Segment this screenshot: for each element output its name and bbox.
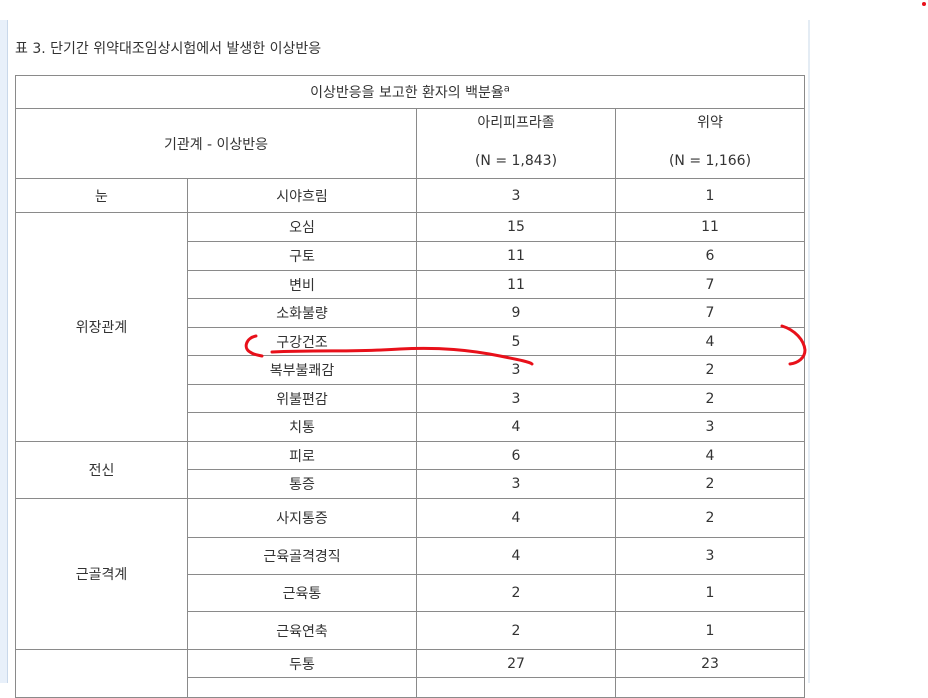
aripiprazole-value: 27	[416, 649, 616, 678]
table-row: 전신 피로 6 4	[15, 441, 805, 499]
table-caption: 표 3. 단기간 위약대조임상시험에서 발생한 이상반응	[15, 41, 322, 57]
aripiprazole-value: 4	[416, 537, 616, 575]
left-border	[0, 20, 8, 683]
aripiprazole-value: 6	[416, 441, 616, 470]
col1-n: (N = 1,843)	[474, 153, 558, 169]
event-cell	[187, 677, 417, 698]
table-row: 위장관계 오심 15 11	[15, 212, 805, 442]
placebo-value: 4	[615, 327, 805, 356]
aripiprazole-value: 3	[416, 384, 616, 413]
aripiprazole-value: 2	[416, 574, 616, 612]
red-dot-mark	[922, 2, 926, 6]
placebo-value	[615, 677, 805, 698]
col2-name: 위약	[697, 115, 723, 131]
event-cell: 복부불쾌감	[187, 355, 417, 385]
aripiprazole-value: 5	[416, 327, 616, 356]
event-cell: 시야흐림	[187, 178, 417, 213]
event-cell: 치통	[187, 412, 417, 442]
placebo-value: 3	[615, 537, 805, 575]
event-cell: 사지통증	[187, 498, 417, 538]
table-row: 두통 27 23	[15, 649, 805, 698]
event-cell: 구토	[187, 241, 417, 271]
col2-n: (N = 1,166)	[668, 153, 752, 169]
aripiprazole-value	[416, 677, 616, 698]
event-cell: 위불편감	[187, 384, 417, 413]
placebo-value: 2	[615, 498, 805, 538]
organ-system-cell: 근골격계	[15, 498, 188, 650]
table-row: 근육골격경직 4 3	[16, 537, 805, 575]
aripiprazole-value: 11	[416, 241, 616, 271]
row-label-header: 기관계 - 이상반응	[15, 108, 417, 179]
panel-edge	[808, 20, 810, 683]
aripiprazole-value: 2	[416, 611, 616, 650]
placebo-value: 6	[615, 241, 805, 271]
event-cell: 근육통	[187, 574, 417, 612]
event-cell: 근육골격경직	[187, 537, 417, 575]
aripiprazole-value: 3	[416, 469, 616, 499]
aripiprazole-value: 4	[416, 498, 616, 538]
placebo-value: 7	[615, 298, 805, 328]
table-row: 구토 11 6	[16, 241, 805, 271]
placebo-value: 7	[615, 270, 805, 299]
placebo-value: 3	[615, 412, 805, 442]
table-row: 근골격계 사지통증 4 2	[15, 498, 805, 650]
table-row: 근육통 2 1	[16, 574, 805, 612]
event-cell: 통증	[187, 469, 417, 499]
table-title: 이상반응을 보고한 환자의 백분율a	[15, 75, 805, 109]
placebo-value: 23	[615, 649, 805, 678]
organ-system-cell: 전신	[15, 441, 188, 499]
event-cell: 두통	[187, 649, 417, 678]
placebo-value: 2	[615, 355, 805, 385]
event-cell: 근육연축	[187, 611, 417, 650]
title-text: 이상반응을 보고한 환자의 백분율	[310, 85, 504, 101]
placebo-value: 2	[615, 384, 805, 413]
placebo-value: 1	[615, 611, 805, 650]
aripiprazole-value: 11	[416, 270, 616, 299]
aripiprazole-value: 15	[416, 212, 616, 242]
placebo-value: 1	[615, 574, 805, 612]
aripiprazole-value: 3	[416, 178, 616, 213]
col-aripiprazole-header: 아리피프라졸 (N = 1,843)	[416, 108, 616, 179]
aripiprazole-value: 9	[416, 298, 616, 328]
event-cell: 변비	[187, 270, 417, 299]
event-cell: 구강건조	[187, 327, 417, 356]
aripiprazole-value: 4	[416, 412, 616, 442]
table-row: 위불편감 3 2	[16, 384, 805, 413]
placebo-value: 4	[615, 441, 805, 470]
placebo-value: 1	[615, 178, 805, 213]
table-row: 치통 4 3	[16, 412, 805, 442]
footnote-marker: a	[503, 83, 510, 95]
col1-name: 아리피프라졸	[477, 115, 555, 131]
event-cell: 피로	[187, 441, 417, 470]
organ-system-cell: 위장관계	[15, 212, 188, 442]
placebo-value: 11	[615, 212, 805, 242]
event-cell: 오심	[187, 212, 417, 242]
table-row: 근육연축 2 1	[16, 611, 805, 650]
adverse-events-table: 이상반응을 보고한 환자의 백분율a 기관계 - 이상반응 아리피프라졸 (N …	[15, 75, 805, 698]
placebo-value: 2	[615, 469, 805, 499]
table-row: 통증 3 2	[16, 469, 805, 499]
col-placebo-header: 위약 (N = 1,166)	[615, 108, 805, 179]
organ-system-cell	[15, 649, 188, 698]
event-cell: 소화불량	[187, 298, 417, 328]
organ-system-cell: 눈	[15, 178, 188, 213]
table-row: 눈 시야흐림 3 1	[15, 178, 805, 213]
aripiprazole-value: 3	[416, 355, 616, 385]
